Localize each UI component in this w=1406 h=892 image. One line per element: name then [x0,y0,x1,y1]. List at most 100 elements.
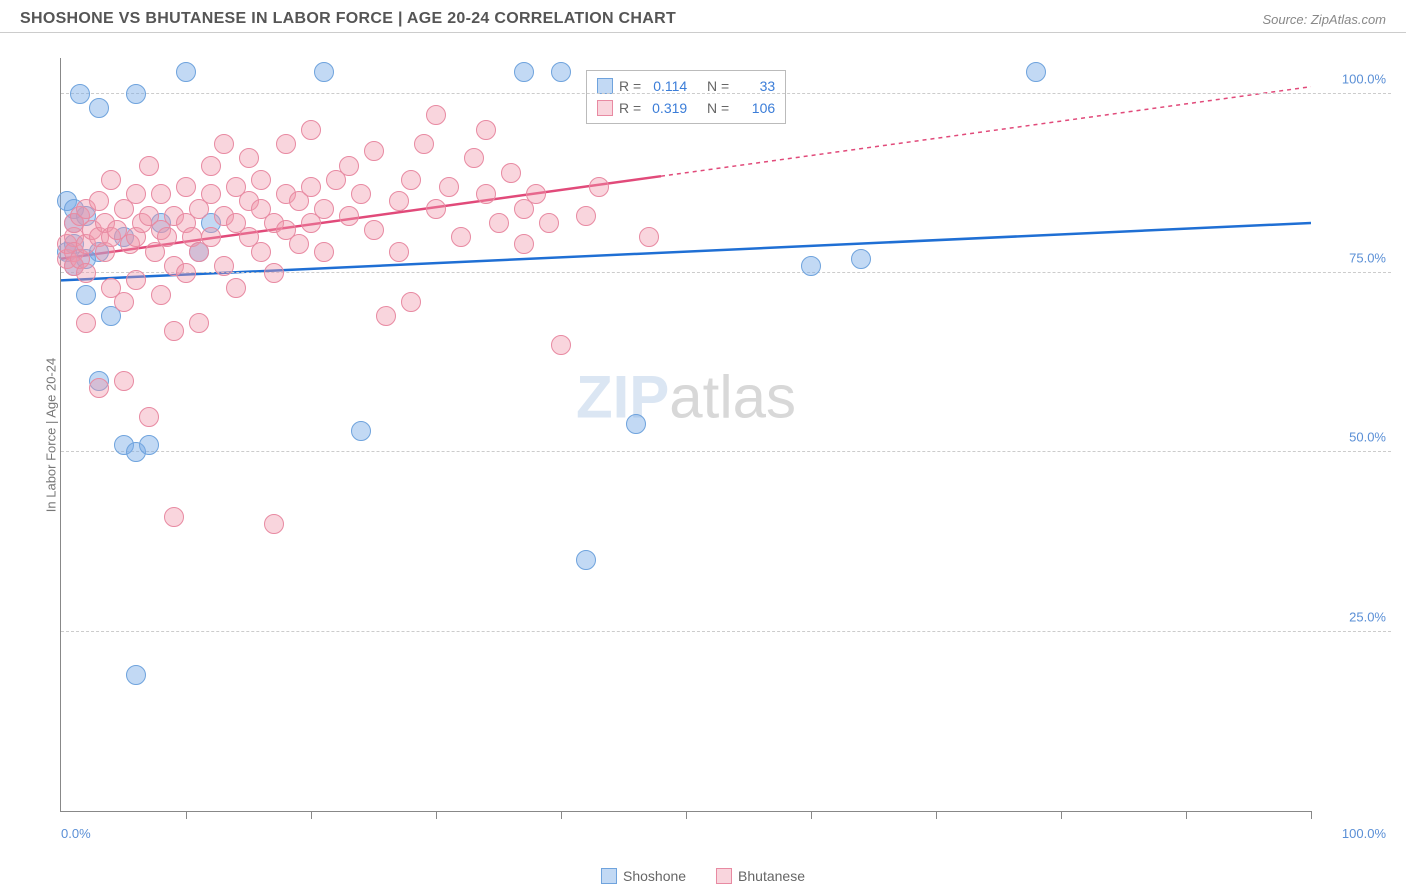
x-tick [1061,811,1062,819]
data-point [201,227,221,247]
n-value: 106 [735,97,775,119]
data-point [539,213,559,233]
data-point [576,206,596,226]
x-tick [686,811,687,819]
data-point [214,134,234,154]
chart-source: Source: ZipAtlas.com [1262,12,1386,27]
y-tick-label: 75.0% [1349,251,1386,266]
data-point [514,62,534,82]
data-point [201,184,221,204]
data-point [351,421,371,441]
legend-swatch [716,868,732,884]
data-point [189,313,209,333]
data-point [89,378,109,398]
data-point [176,62,196,82]
watermark-bold: ZIP [576,363,669,430]
y-axis-label: In Labor Force | Age 20-24 [44,357,59,511]
legend-swatch [597,78,613,94]
data-point [389,191,409,211]
data-point [551,62,571,82]
data-point [289,234,309,254]
data-point [126,270,146,290]
data-point [476,184,496,204]
data-point [139,407,159,427]
x-tick [436,811,437,819]
data-point [526,184,546,204]
data-point [264,514,284,534]
data-point [151,184,171,204]
gridline-h [61,451,1391,452]
x-tick [936,811,937,819]
data-point [264,263,284,283]
data-point [239,148,259,168]
n-label: N = [707,97,729,119]
x-tick [811,811,812,819]
y-tick-label: 50.0% [1349,430,1386,445]
plot-region: ZIPatlas In Labor Force | Age 20-24 R =0… [60,58,1311,812]
data-point [89,98,109,118]
chart-title: SHOSHONE VS BHUTANESE IN LABOR FORCE | A… [20,10,676,28]
data-point [176,177,196,197]
x-tick [186,811,187,819]
x-tick-label: 100.0% [1342,826,1386,841]
data-point [89,191,109,211]
data-point [226,278,246,298]
data-point [126,184,146,204]
x-tick [311,811,312,819]
legend-item: Bhutanese [716,868,805,884]
data-point [70,84,90,104]
data-point [626,414,646,434]
x-tick [1311,811,1312,819]
data-point [101,170,121,190]
data-point [364,141,384,161]
legend-swatch [601,868,617,884]
regression-lines [61,58,1311,811]
data-point [576,550,596,570]
stats-row: R = 0.319 N = 106 [597,97,775,119]
chart-header: SHOSHONE VS BHUTANESE IN LABOR FORCE | A… [0,0,1406,33]
data-point [351,184,371,204]
data-point [514,234,534,254]
data-point [214,256,234,276]
data-point [164,321,184,341]
data-point [114,371,134,391]
data-point [276,134,296,154]
data-point [401,292,421,312]
data-point [301,177,321,197]
data-point [301,120,321,140]
bottom-legend: Shoshone Bhutanese [601,868,805,884]
data-point [314,62,334,82]
data-point [464,148,484,168]
data-point [1026,62,1046,82]
r-value: 0.319 [647,97,687,119]
legend-swatch [597,100,613,116]
data-point [76,263,96,283]
gridline-h [61,272,1391,273]
data-point [476,120,496,140]
data-point [339,156,359,176]
data-point [501,163,521,183]
data-point [76,285,96,305]
data-point [314,199,334,219]
data-point [801,256,821,276]
r-label: R = [619,97,641,119]
legend-label: Shoshone [623,868,686,884]
watermark-thin: atlas [669,363,796,430]
chart-area: ZIPatlas In Labor Force | Age 20-24 R = 0… [30,48,1391,842]
data-point [114,292,134,312]
data-point [426,105,446,125]
data-point [76,313,96,333]
data-point [439,177,459,197]
legend-label: Bhutanese [738,868,805,884]
data-point [139,435,159,455]
data-point [164,507,184,527]
data-point [251,170,271,190]
data-point [401,170,421,190]
data-point [314,242,334,262]
gridline-h [61,631,1391,632]
data-point [364,220,384,240]
gridline-h [61,93,1391,94]
legend-item: Shoshone [601,868,686,884]
data-point [157,227,177,247]
data-point [126,665,146,685]
